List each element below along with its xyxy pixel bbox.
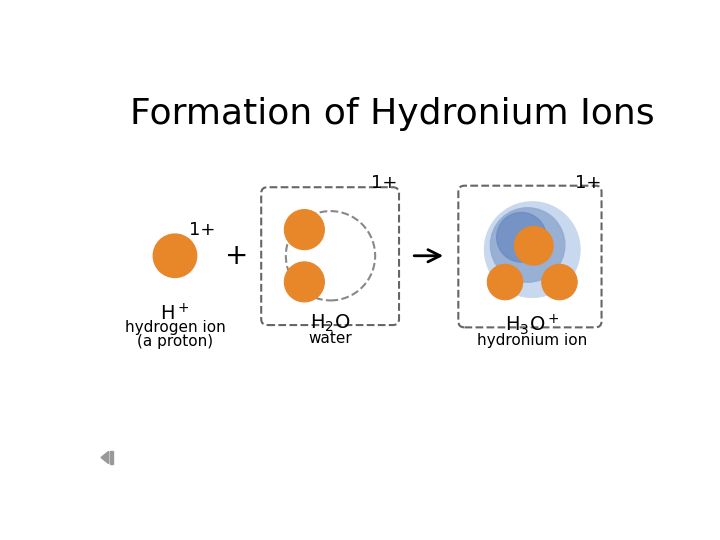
Text: 1+: 1+ bbox=[371, 174, 397, 192]
Text: 1+: 1+ bbox=[575, 174, 602, 192]
Text: hydrogen ion: hydrogen ion bbox=[125, 320, 225, 335]
Bar bbox=[110, 451, 112, 464]
Circle shape bbox=[490, 208, 565, 282]
Text: +: + bbox=[225, 242, 248, 270]
Text: 1+: 1+ bbox=[189, 221, 215, 239]
Circle shape bbox=[485, 202, 580, 298]
Circle shape bbox=[284, 210, 325, 249]
Text: (a proton): (a proton) bbox=[137, 334, 213, 349]
Circle shape bbox=[284, 262, 325, 302]
Circle shape bbox=[515, 226, 553, 265]
Text: water: water bbox=[309, 331, 352, 346]
Text: hydronium ion: hydronium ion bbox=[477, 333, 588, 348]
Circle shape bbox=[541, 265, 577, 300]
Text: H$_3$O$^+$: H$_3$O$^+$ bbox=[505, 313, 559, 338]
Circle shape bbox=[153, 234, 197, 278]
Circle shape bbox=[487, 265, 523, 300]
Polygon shape bbox=[101, 451, 109, 464]
Circle shape bbox=[497, 212, 546, 262]
Text: H$^+$: H$^+$ bbox=[161, 303, 189, 325]
Text: H$_2$O: H$_2$O bbox=[310, 313, 351, 334]
Text: Formation of Hydronium Ions: Formation of Hydronium Ions bbox=[130, 97, 655, 131]
